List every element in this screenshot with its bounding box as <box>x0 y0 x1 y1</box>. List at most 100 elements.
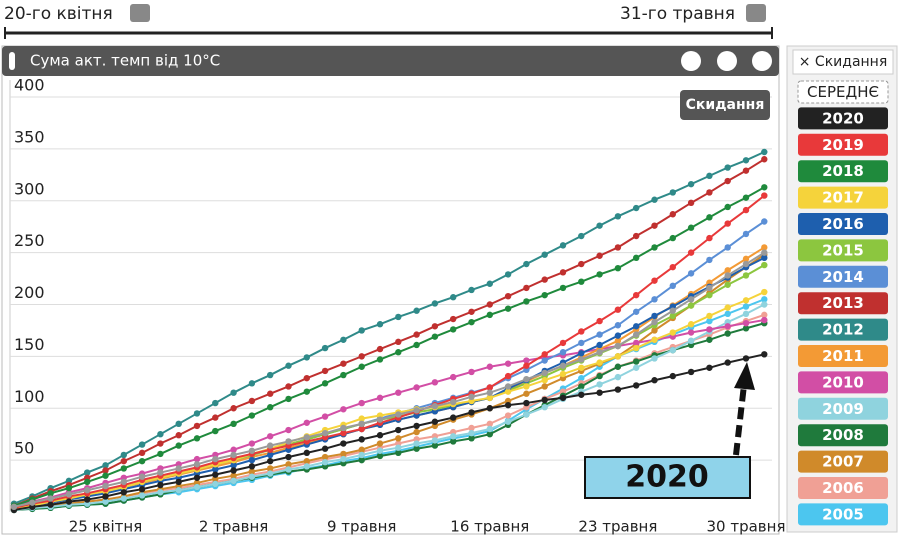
data-point <box>596 359 603 366</box>
data-point <box>285 461 292 468</box>
data-point <box>230 472 237 479</box>
data-point <box>248 397 256 405</box>
data-point <box>651 244 658 251</box>
data-point <box>578 383 585 390</box>
legend-item[interactable] <box>798 265 888 288</box>
data-point <box>157 481 164 489</box>
data-point <box>706 312 713 320</box>
data-point <box>413 445 420 452</box>
data-point <box>468 286 475 294</box>
legend-item[interactable] <box>798 160 888 183</box>
legend-item[interactable] <box>798 424 888 447</box>
legend-item[interactable] <box>798 318 888 341</box>
legend-item[interactable] <box>798 239 888 262</box>
data-point <box>84 487 91 494</box>
data-point <box>267 457 274 465</box>
data-point <box>212 414 219 421</box>
data-point <box>669 263 676 271</box>
data-point <box>468 409 475 416</box>
collapse-button[interactable] <box>717 51 737 71</box>
data-point <box>285 453 292 461</box>
share-button[interactable] <box>681 51 701 71</box>
data-point <box>376 345 384 353</box>
chart-title: Сума акт. темп від 10°C <box>30 52 220 70</box>
data-point <box>413 440 420 447</box>
data-point <box>303 449 310 457</box>
data-point <box>84 496 91 503</box>
reset-button[interactable] <box>680 90 770 120</box>
data-point <box>358 353 365 360</box>
legend-label: 2017 <box>822 189 864 207</box>
calendar-icon[interactable] <box>746 4 766 22</box>
data-point <box>395 435 402 442</box>
legend-item[interactable] <box>798 292 888 315</box>
data-point <box>504 401 512 409</box>
data-point <box>687 249 695 256</box>
legend-label: 2006 <box>822 479 864 497</box>
data-point <box>541 383 548 390</box>
data-point <box>193 474 201 481</box>
data-point <box>541 404 548 411</box>
data-point <box>578 350 585 357</box>
data-point <box>559 284 567 292</box>
data-point <box>523 411 530 418</box>
close-button[interactable] <box>752 51 772 71</box>
data-point <box>395 444 402 451</box>
data-point <box>193 455 201 463</box>
data-point <box>321 380 329 387</box>
legend-item[interactable] <box>798 477 888 499</box>
legend-label: 2012 <box>822 321 864 339</box>
data-point <box>504 271 512 278</box>
data-point <box>431 379 439 386</box>
legend-item[interactable] <box>798 345 888 367</box>
data-point <box>578 339 585 347</box>
legend-item[interactable] <box>798 213 888 235</box>
data-point <box>523 260 530 268</box>
data-point <box>248 463 256 470</box>
data-point <box>596 271 603 278</box>
legend-label: 2007 <box>822 453 864 471</box>
data-point <box>504 412 512 419</box>
data-point <box>724 323 731 330</box>
data-point <box>724 359 731 366</box>
data-point <box>614 342 622 350</box>
legend-item[interactable] <box>798 133 888 156</box>
data-point <box>212 466 219 473</box>
data-point <box>761 351 768 358</box>
y-tick-label: 300 <box>14 179 45 198</box>
data-point <box>724 164 731 171</box>
data-point <box>102 493 109 500</box>
legend-reset[interactable] <box>792 49 894 75</box>
data-point <box>706 172 713 180</box>
legend-item[interactable] <box>798 397 888 420</box>
data-point <box>212 471 219 478</box>
legend-item[interactable] <box>797 80 889 104</box>
data-point <box>504 388 512 395</box>
data-point <box>138 457 146 465</box>
data-point <box>157 450 164 458</box>
data-point <box>395 338 402 346</box>
data-point <box>431 323 439 330</box>
y-tick-label: 350 <box>14 127 45 146</box>
data-point <box>596 222 603 229</box>
data-point <box>413 307 420 314</box>
data-point <box>724 267 731 274</box>
data-point <box>267 465 274 472</box>
data-point <box>633 331 640 338</box>
data-point <box>761 316 768 324</box>
data-point <box>358 446 365 453</box>
legend-item[interactable] <box>798 371 888 394</box>
legend-item[interactable] <box>798 503 888 526</box>
annotation-arrowhead <box>734 362 755 390</box>
legend-item[interactable] <box>798 107 888 130</box>
data-point <box>175 442 182 449</box>
calendar-icon[interactable] <box>130 4 150 22</box>
data-point <box>431 442 439 449</box>
data-point <box>504 383 512 390</box>
legend-item[interactable] <box>798 450 888 473</box>
legend-item[interactable] <box>798 186 888 209</box>
data-point <box>742 167 750 174</box>
x-tick-label: 16 травня <box>450 518 529 536</box>
data-point <box>303 463 310 470</box>
y-tick-label: 50 <box>14 439 34 458</box>
